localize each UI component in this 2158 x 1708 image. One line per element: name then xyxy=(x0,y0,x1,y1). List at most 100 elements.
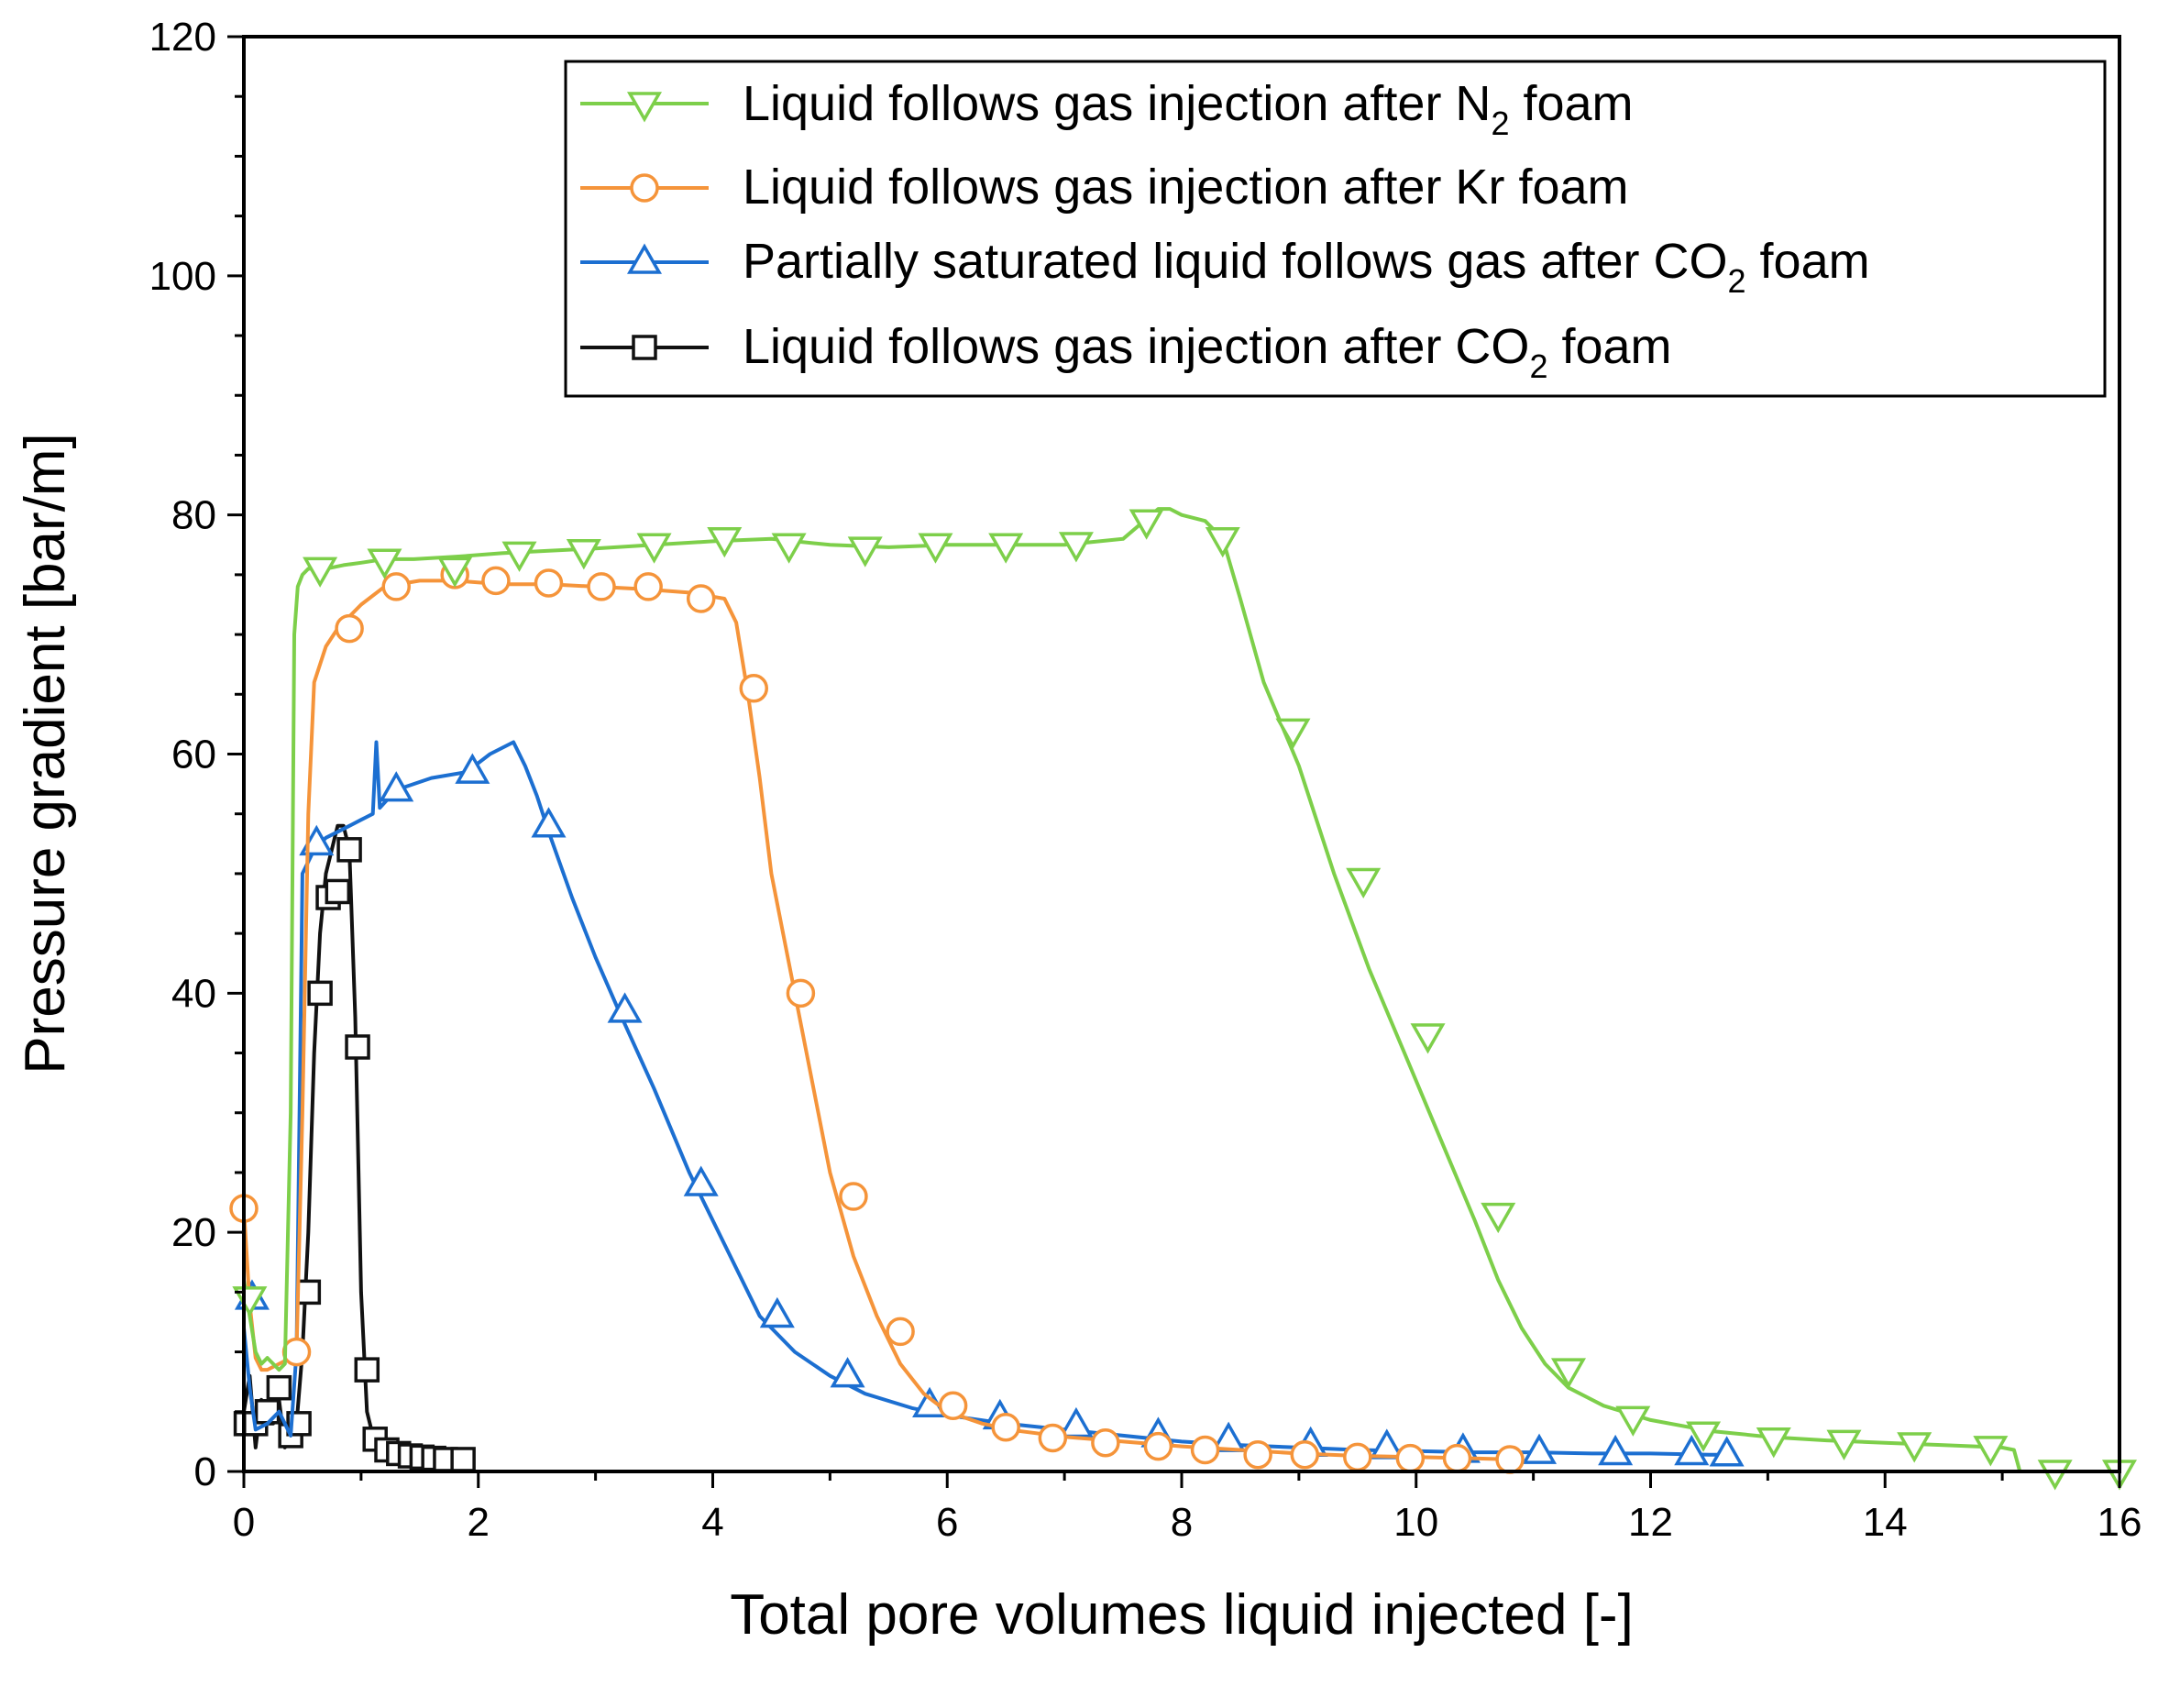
legend-entry-n2: Liquid follows gas injection after N2 fo… xyxy=(743,76,1634,142)
legend-samples xyxy=(580,92,709,360)
data-point-marker xyxy=(683,1165,719,1196)
data-point-marker xyxy=(1129,509,1164,540)
data-point-marker xyxy=(1091,1427,1120,1458)
data-point-marker xyxy=(367,548,402,579)
x-tick-label: 6 xyxy=(936,1500,958,1545)
legend-entry-co2: Liquid follows gas injection after CO2 f… xyxy=(743,319,1672,385)
legend-sample-1 xyxy=(580,173,709,203)
data-point-marker xyxy=(1481,1202,1516,1234)
legend-marker xyxy=(626,92,663,123)
data-point-marker xyxy=(254,1399,281,1425)
x-tick-label: 14 xyxy=(1863,1500,1908,1545)
data-point-marker xyxy=(1290,1439,1320,1470)
data-point-marker xyxy=(1598,1434,1634,1466)
data-point-marker xyxy=(501,541,537,572)
data-point-marker xyxy=(1243,1439,1272,1470)
data-point-marker xyxy=(1346,867,1382,898)
data-point-marker xyxy=(295,1279,322,1306)
y-tick-label: 120 xyxy=(149,15,216,60)
data-point-marker xyxy=(1058,532,1094,563)
legend-entry-kr: Liquid follows gas injection after Kr fo… xyxy=(743,160,1629,215)
data-point-marker xyxy=(437,556,473,588)
legend-marker xyxy=(630,173,659,203)
data-point-marker xyxy=(345,1034,370,1060)
data-point-marker xyxy=(534,568,564,598)
data-point-marker xyxy=(1709,1436,1745,1467)
legend-marker xyxy=(626,243,663,274)
series-line xyxy=(242,507,2119,1473)
data-point-marker xyxy=(938,1391,968,1421)
y-tick-label: 100 xyxy=(149,254,216,299)
data-point-marker xyxy=(379,771,414,802)
data-point-marker xyxy=(481,566,511,596)
x-tick-label: 4 xyxy=(701,1500,723,1545)
ticks-layer: 0 2 4 6 8 10 12 14 16 0 20 40 60 80 100 120 xyxy=(149,15,2142,1545)
data-point-marker xyxy=(988,533,1024,564)
data-point-marker xyxy=(1615,1405,1651,1437)
data-point-marker xyxy=(1495,1445,1525,1474)
data-point-marker xyxy=(303,556,338,588)
x-tick-label: 16 xyxy=(2097,1500,2142,1545)
data-point-marker xyxy=(455,753,490,784)
data-point-marker xyxy=(839,1182,868,1211)
data-point-marker xyxy=(1343,1442,1372,1472)
y-tick-label: 40 xyxy=(171,971,216,1016)
data-point-marker xyxy=(1897,1432,1932,1463)
data-point-marker xyxy=(759,1296,795,1328)
x-axis-title: Total pore volumes liquid injected [-] xyxy=(730,1583,1634,1647)
data-point-marker xyxy=(566,539,601,570)
y-axis-title: Pressure gradient [bar/m] xyxy=(14,433,77,1074)
data-point-marker xyxy=(2037,1460,2073,1491)
data-point-marker xyxy=(1973,1436,2009,1467)
data-point-marker xyxy=(307,980,333,1007)
data-point-marker xyxy=(531,807,567,838)
data-point-marker xyxy=(281,1337,312,1367)
data-point-marker xyxy=(325,878,351,905)
y-tick-label: 60 xyxy=(171,733,216,777)
data-point-marker xyxy=(633,572,663,601)
data-point-marker xyxy=(1756,1427,1791,1459)
data-point-marker xyxy=(1674,1434,1710,1466)
legend: Liquid follows gas injection after N2 fo… xyxy=(564,60,2107,398)
data-point-marker xyxy=(847,536,883,567)
x-tick-label: 0 xyxy=(233,1500,255,1545)
legend-sample-2 xyxy=(580,243,709,274)
x-tick-label: 2 xyxy=(468,1500,490,1545)
data-point-marker xyxy=(335,613,364,644)
data-point-marker xyxy=(1275,718,1311,749)
data-point-marker xyxy=(1205,527,1240,558)
legend-entry-co2-partial: Partially saturated liquid follows gas a… xyxy=(743,234,1870,300)
x-tick-label: 8 xyxy=(1171,1500,1193,1545)
data-point-marker xyxy=(918,533,953,564)
legend-sample-3 xyxy=(580,335,709,360)
legend-marker xyxy=(632,335,657,360)
data-point-marker xyxy=(266,1374,292,1401)
data-point-marker xyxy=(1550,1358,1587,1389)
data-point-marker xyxy=(607,992,643,1023)
data-point-marker xyxy=(336,837,362,863)
data-point-marker xyxy=(1143,1431,1173,1461)
data-point-marker xyxy=(450,1447,476,1472)
data-point-marker xyxy=(1395,1443,1426,1473)
data-point-marker xyxy=(991,1412,1020,1442)
legend-sample-0 xyxy=(580,92,709,123)
series-0 xyxy=(232,507,2138,1491)
series-layer xyxy=(229,507,2138,1491)
legend-box xyxy=(564,60,2107,398)
data-point-marker xyxy=(686,584,716,613)
y-tick-label: 20 xyxy=(171,1210,216,1255)
data-point-marker xyxy=(354,1357,380,1383)
data-point-marker xyxy=(830,1357,865,1388)
data-point-marker xyxy=(1686,1421,1722,1452)
y-tick-label: 80 xyxy=(171,493,216,538)
y-tick-label: 0 xyxy=(194,1449,216,1494)
data-point-marker xyxy=(1826,1429,1862,1460)
data-point-marker xyxy=(1038,1423,1068,1453)
series-line xyxy=(242,740,1727,1457)
data-point-marker xyxy=(1442,1443,1472,1473)
data-point-marker xyxy=(1522,1433,1558,1464)
series-1 xyxy=(229,560,1525,1474)
data-point-marker xyxy=(886,1317,915,1347)
data-point-marker xyxy=(771,533,807,564)
